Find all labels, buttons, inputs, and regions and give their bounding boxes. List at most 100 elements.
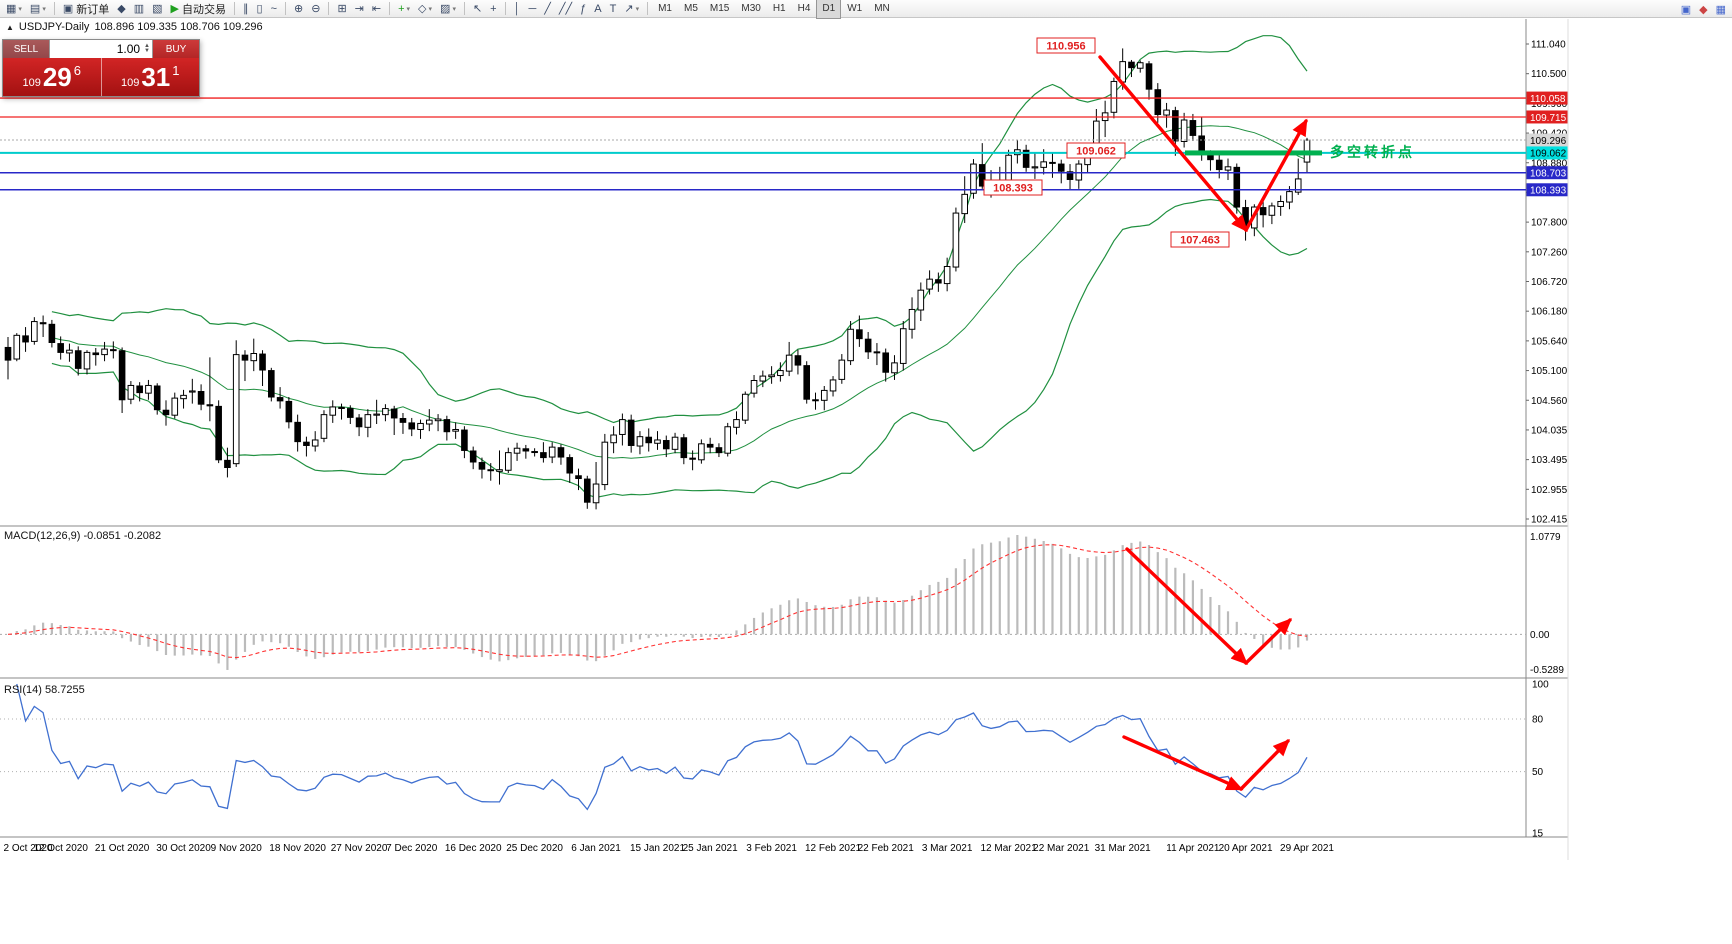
timeframe-h1[interactable]: H1 [767,0,792,19]
volume-input[interactable]: 1.00 ▲ ▼ [49,40,153,58]
svg-text:109.296: 109.296 [1530,136,1567,147]
timeframe-mn[interactable]: MN [868,0,896,19]
chart-shift-button[interactable]: ⇤ [369,1,384,17]
charts-window-button[interactable]: ▦ ▾ [3,1,25,17]
bar-chart-button[interactable]: ∥ [240,1,252,17]
price-callout[interactable]: 109.062 [1066,142,1126,159]
svg-text:110.058: 110.058 [1530,94,1566,105]
trend-arrow[interactable] [1098,55,1248,233]
svg-text:3 Feb 2021: 3 Feb 2021 [746,843,797,854]
arrows-button-icon: ↗ [624,2,634,15]
turning-point-highlight-bar[interactable] [1185,150,1322,156]
svg-text:110.500: 110.500 [1531,69,1567,80]
arrows-button[interactable]: ↗ ▾ [621,1,642,17]
svg-text:105.100: 105.100 [1531,366,1568,377]
timeframe-d1[interactable]: D1 [816,0,842,19]
macd-panel-layer [0,535,1526,670]
trendline-button[interactable]: ╱ [541,1,554,17]
sell-pips: 29 [42,62,72,92]
price-callout[interactable]: 108.393 [983,179,1043,196]
vertical-line-button[interactable]: │ [511,1,524,17]
line-chart-button-icon: ~ [270,2,277,15]
toolbar-separator [504,2,506,15]
timeframe-h4[interactable]: H4 [792,0,817,19]
new-order-button[interactable]: ▣ 新订单 [60,1,112,17]
volume-up-button[interactable]: ▲ [144,43,150,49]
trend-arrow[interactable] [1122,735,1244,791]
timeframe-m30-label: M30 [741,3,761,14]
zoom-in-button[interactable]: ⊕ [291,1,306,17]
candle-chart-button-icon: ▯ [256,2,263,15]
zoom-out-button[interactable]: ⊖ [308,1,323,17]
terminal-button[interactable]: ▥ [131,1,147,17]
svg-text:108.880: 108.880 [1531,158,1568,169]
trend-arrow[interactable] [1244,618,1292,665]
window-tool-button-3[interactable]: ▦ [1715,2,1727,18]
horizontal-lines-layer[interactable] [0,97,1526,191]
svg-text:108.393: 108.393 [1530,186,1567,197]
window-tool-button-2[interactable]: ◆ [1698,2,1708,18]
timeframe-m5[interactable]: M5 [678,0,704,19]
tile-windows-button[interactable]: ⊞ [334,1,349,17]
crosshair-button[interactable]: + [487,1,499,17]
text-button[interactable]: A [591,1,604,17]
timeframe-h1-label: H1 [772,3,786,14]
svg-text:20 Apr 2021: 20 Apr 2021 [1219,843,1273,854]
toolbar: ▦ ▾ ▤ ▾ ▣ 新订单 ◆ ▥ ▧ ▶ 自动交易 ∥ ▯ ~ ⊕ ⊖ ⊞ ⇥ ⇤ + ▾ ◇ ▾ ▨ ▾ ↖ + │ ─ ╱ ╱╱ ƒ A T… [0,0,1732,19]
zoom-out-button-icon: ⊖ [311,2,321,15]
svg-text:104.035: 104.035 [1531,425,1568,436]
indicators-button[interactable]: + ▾ [395,1,413,17]
svg-text:107.800: 107.800 [1531,218,1568,229]
buy-price-button[interactable]: 109 31 1 [101,58,199,96]
price-callout[interactable]: 110.956 [1036,37,1096,54]
text-label-button[interactable]: T [607,1,620,17]
line-chart-button[interactable]: ~ [268,1,280,17]
fibonacci-button[interactable]: ƒ [577,1,589,17]
candles-layer [4,48,1311,510]
horizontal-line-button[interactable]: ─ [525,1,539,17]
svg-text:106.180: 106.180 [1531,307,1568,318]
buy-button[interactable]: BUY [153,40,199,58]
timeframe-m5-label: M5 [684,3,698,14]
window-tool-button-1[interactable]: ▣ [1680,2,1692,18]
timeframe-m30[interactable]: M30 [735,0,766,19]
strategy-tester-button[interactable]: ▧ [149,1,165,17]
cursor-button[interactable]: ↖ [470,1,485,17]
price-callout[interactable]: 107.463 [1170,231,1230,248]
templates-button[interactable]: ▨ ▾ [437,1,459,17]
strategy-tester-button-icon: ▧ [152,2,163,15]
profiles-button[interactable]: ▤ ▾ [27,1,49,17]
candle-chart-button[interactable]: ▯ [254,1,266,17]
channel-button[interactable]: ╱╱ [556,1,575,17]
timeframe-m1-label: M1 [658,3,672,14]
svg-text:30 Oct 2020: 30 Oct 2020 [156,843,211,854]
axis-price-tag: 110.058 [1526,91,1568,105]
autotrading-button-label: 自动交易 [182,3,226,16]
annotations-layer[interactable]: 110.058 109.715 109.296 109.062 108.703 108.3… [983,37,1568,791]
svg-text:25 Jan 2021: 25 Jan 2021 [683,843,738,854]
trend-arrow[interactable] [1239,739,1290,791]
sell-big-figure: 109 [22,77,41,89]
volume-down-button[interactable]: ▼ [144,48,150,54]
volume-value: 1.00 [116,42,141,56]
timeframe-w1[interactable]: W1 [841,0,868,19]
timeframe-m1[interactable]: M1 [652,0,678,19]
crosshair-button-icon: + [490,2,497,15]
metaeditor-button[interactable]: ◆ [114,1,128,17]
svg-text:15 Jan 2021: 15 Jan 2021 [630,843,685,854]
chevron-down-icon: ▾ [635,5,640,13]
turning-point-annotation: 多空转折点 [1330,144,1415,160]
svg-text:31 Mar 2021: 31 Mar 2021 [1095,843,1152,854]
sell-button[interactable]: SELL [3,40,49,58]
trend-arrow[interactable] [1244,118,1308,232]
timeframe-m15-label: M15 [709,3,730,14]
periods-button[interactable]: ◇ ▾ [415,1,435,17]
timeframe-m15[interactable]: M15 [704,0,735,19]
auto-scroll-button[interactable]: ⇥ [352,1,367,17]
trend-arrow[interactable] [1125,547,1248,665]
sell-price-button[interactable]: 109 29 6 [3,58,102,96]
autotrading-button[interactable]: ▶ 自动交易 [168,1,229,17]
